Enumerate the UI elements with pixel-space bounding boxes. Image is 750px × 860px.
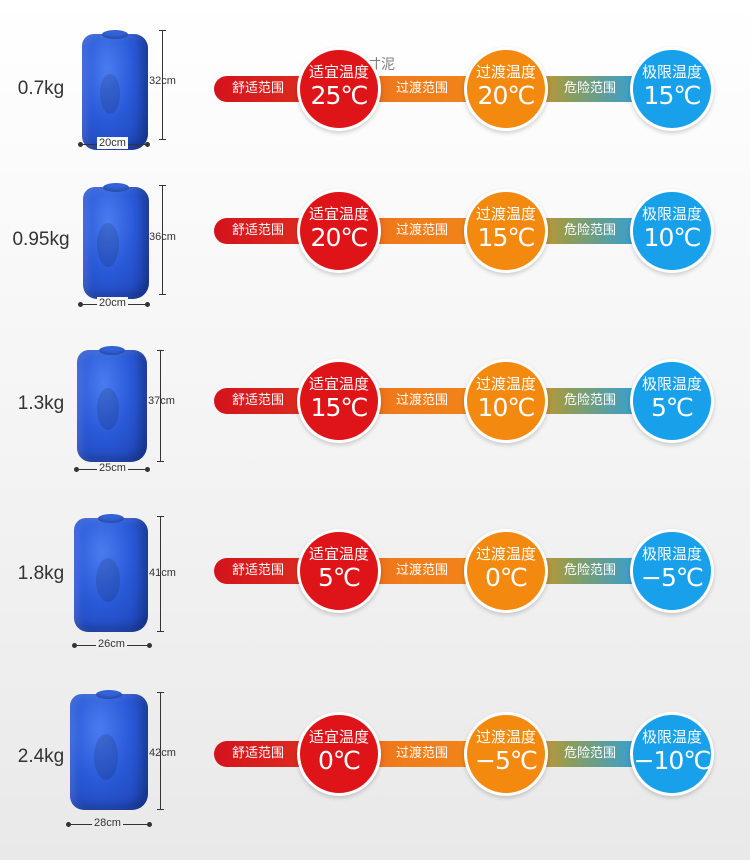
transition-temperature-badge: 过渡温度 0℃ — [464, 529, 548, 613]
transition-temp-title: 过渡温度 — [475, 728, 536, 746]
sleeping-bag-row: 0.95kg 36cm 20cm 舒适范围 过渡范围 危险范围 适宜温度 20℃… — [0, 163, 750, 309]
suitable-temperature-badge: 适宜温度 25℃ — [297, 47, 381, 131]
limit-temp-title: 极限温度 — [641, 63, 702, 81]
transition-temp-title: 过渡温度 — [475, 375, 536, 393]
height-dimension-line — [160, 692, 161, 810]
suitable-temperature-badge: 适宜温度 5℃ — [297, 529, 381, 613]
weight-label: 0.7kg — [17, 78, 65, 99]
limit-temp-title: 极限温度 — [641, 205, 702, 223]
suitable-temp-value: 0℃ — [318, 746, 361, 775]
transition-temp-title: 过渡温度 — [475, 545, 536, 563]
danger-range-label: 危险范围 — [563, 223, 616, 238]
height-dimension-line — [160, 516, 161, 632]
height-dimension: 37cm — [148, 395, 175, 407]
height-dimension: 41cm — [149, 567, 176, 579]
sleeping-bag-row: 1.3kg 37cm 25cm 舒适范围 过渡范围 危险范围 适宜温度 15℃ … — [0, 330, 750, 474]
temperature-range-bar: 舒适范围 过渡范围 危险范围 — [214, 741, 704, 767]
suitable-temp-value: 20℃ — [310, 223, 369, 252]
width-dimension: 28cm — [92, 817, 123, 829]
limit-temperature-badge: 极限温度 5℃ — [630, 359, 714, 443]
limit-temp-value: 5℃ — [651, 393, 694, 422]
suitable-temp-value: 25℃ — [310, 81, 369, 110]
limit-temp-value: 15℃ — [643, 81, 702, 110]
suitable-temperature-badge: 适宜温度 20℃ — [297, 189, 381, 273]
temperature-range-bar: 舒适范围 过渡范围 危险范围 — [214, 388, 704, 414]
width-dimension: 20cm — [97, 297, 128, 309]
comfort-range-label: 舒适范围 — [231, 746, 284, 761]
transition-temp-value: −5℃ — [475, 746, 538, 775]
height-dimension: 32cm — [149, 75, 176, 87]
sleeping-bag-row: 2.4kg 42cm 28cm 舒适范围 过渡范围 危险范围 适宜温度 0℃ 过… — [0, 682, 750, 829]
suitable-temperature-badge: 适宜温度 15℃ — [297, 359, 381, 443]
width-dimension: 20cm — [97, 137, 128, 149]
height-dimension-line — [162, 30, 163, 140]
height-dimension-line — [160, 350, 161, 462]
sleeping-bag-image — [74, 514, 148, 632]
transition-temp-value: 10℃ — [477, 393, 536, 422]
suitable-temperature-badge: 适宜温度 0℃ — [297, 712, 381, 796]
limit-temperature-badge: 极限温度 −5℃ — [630, 529, 714, 613]
transition-temperature-badge: 过渡温度 20℃ — [464, 47, 548, 131]
comfort-range-label: 舒适范围 — [231, 223, 284, 238]
transition-temp-value: 15℃ — [477, 223, 536, 252]
limit-temp-title: 极限温度 — [641, 545, 702, 563]
danger-range-label: 危险范围 — [563, 746, 616, 761]
sleeping-bag-image — [82, 30, 148, 150]
transition-temperature-badge: 过渡温度 10℃ — [464, 359, 548, 443]
transition-range-label: 过渡范围 — [395, 746, 448, 761]
weight-label: 0.95kg — [12, 229, 70, 250]
suitable-temp-title: 适宜温度 — [308, 728, 369, 746]
limit-temp-value: −5℃ — [641, 563, 704, 592]
limit-temp-title: 极限温度 — [641, 375, 702, 393]
danger-range-label: 危险范围 — [563, 393, 616, 408]
suitable-temp-title: 适宜温度 — [308, 63, 369, 81]
transition-temperature-badge: 过渡温度 −5℃ — [464, 712, 548, 796]
limit-temperature-badge: 极限温度 10℃ — [630, 189, 714, 273]
transition-range-label: 过渡范围 — [395, 81, 448, 96]
sleeping-bag-row: 1.8kg 41cm 26cm 舒适范围 过渡范围 危险范围 适宜温度 5℃ 过… — [0, 500, 750, 650]
transition-temp-title: 过渡温度 — [475, 205, 536, 223]
transition-range-label: 过渡范围 — [395, 563, 448, 578]
transition-temp-value: 0℃ — [485, 563, 528, 592]
width-dimension: 25cm — [97, 462, 128, 474]
weight-label: 1.8kg — [17, 563, 65, 584]
danger-range-label: 危险范围 — [563, 563, 616, 578]
transition-range-label: 过渡范围 — [395, 223, 448, 238]
transition-range-label: 过渡范围 — [395, 393, 448, 408]
sleeping-bag-image — [70, 690, 148, 810]
comfort-range-label: 舒适范围 — [231, 393, 284, 408]
transition-temp-title: 过渡温度 — [475, 63, 536, 81]
danger-range-label: 危险范围 — [563, 81, 616, 96]
limit-temp-title: 极限温度 — [641, 728, 702, 746]
sleeping-bag-image — [83, 183, 149, 299]
suitable-temp-value: 5℃ — [318, 563, 361, 592]
sleeping-bag-row: 0.7kg 32cm 20cm 舒适范围 过渡范围 危险范围 适宜温度 25℃ … — [0, 18, 750, 158]
transition-temp-value: 20℃ — [477, 81, 536, 110]
suitable-temp-value: 15℃ — [310, 393, 369, 422]
limit-temp-value: 10℃ — [643, 223, 702, 252]
temperature-range-bar: 舒适范围 过渡范围 危险范围 — [214, 218, 704, 244]
weight-label: 2.4kg — [17, 746, 65, 767]
height-dimension: 42cm — [149, 747, 176, 759]
transition-temperature-badge: 过渡温度 15℃ — [464, 189, 548, 273]
suitable-temp-title: 适宜温度 — [308, 545, 369, 563]
width-dimension: 26cm — [96, 638, 127, 650]
temperature-range-bar: 舒适范围 过渡范围 危险范围 — [214, 558, 704, 584]
comfort-range-label: 舒适范围 — [231, 563, 284, 578]
sleeping-bag-image — [77, 346, 147, 462]
limit-temperature-badge: 极限温度 15℃ — [630, 47, 714, 131]
weight-label: 1.3kg — [17, 393, 65, 414]
height-dimension-line — [162, 185, 163, 295]
limit-temp-value: −10℃ — [633, 746, 712, 775]
height-dimension: 36cm — [149, 231, 176, 243]
limit-temperature-badge: 极限温度 −10℃ — [630, 712, 714, 796]
temperature-range-bar: 舒适范围 过渡范围 危险范围 — [214, 76, 704, 102]
suitable-temp-title: 适宜温度 — [308, 375, 369, 393]
suitable-temp-title: 适宜温度 — [308, 205, 369, 223]
comfort-range-label: 舒适范围 — [231, 81, 284, 96]
